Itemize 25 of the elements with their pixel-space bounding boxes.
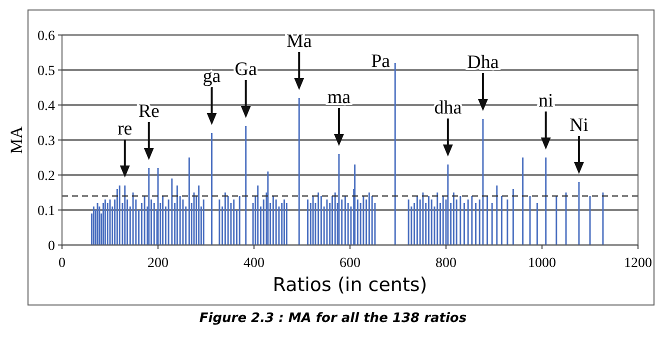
x-tick-label: 1200 (624, 256, 652, 271)
x-tick-label: 800 (436, 256, 456, 271)
x-tick-label: 200 (148, 256, 168, 271)
x-tick-label: 600 (340, 256, 360, 271)
y-axis-title: MA (7, 126, 26, 154)
y-tick-label: 0.6 (38, 29, 55, 44)
annotation: Pa (371, 51, 391, 72)
annotation: ga (202, 66, 222, 87)
y-tick-label: 0.4 (38, 99, 55, 114)
x-tick-label: 400 (244, 256, 264, 271)
annotation: ma (327, 87, 352, 108)
annotation: Ni (569, 115, 588, 136)
x-tick-label: 0 (58, 256, 66, 271)
x-axis-title: Ratios (in cents) (272, 274, 428, 296)
caption: Figure 2.3 : MA for all the 138 ratios (199, 311, 467, 326)
annotation: Ma (286, 31, 312, 52)
x-tick-label: 1000 (528, 256, 556, 271)
y-tick-label: 0.2 (38, 169, 55, 184)
y-tick-label: 0 (48, 239, 55, 254)
annotation: Re (138, 101, 160, 122)
annotation: re (117, 118, 132, 140)
y-tick-label: 0.5 (38, 64, 55, 79)
y-tick-label: 0.3 (38, 134, 55, 149)
y-tick-label: 0.1 (38, 204, 55, 219)
annotation: Dha (467, 52, 500, 73)
